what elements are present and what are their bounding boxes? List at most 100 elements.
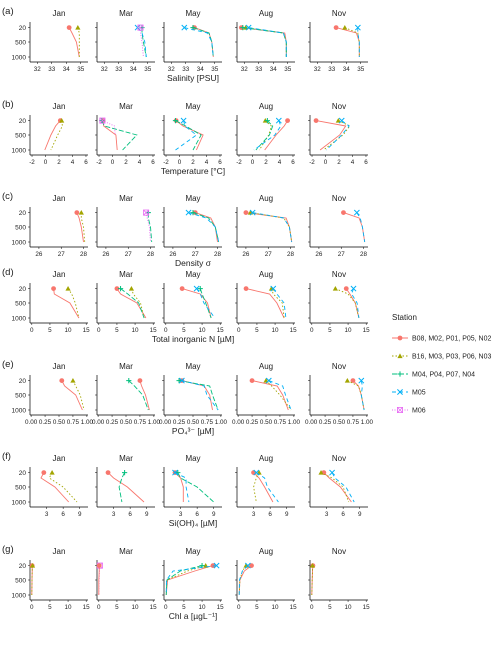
point-marker bbox=[128, 286, 135, 291]
x-tick-label: 5 bbox=[182, 604, 186, 611]
x-tick-label: 9 bbox=[358, 511, 362, 518]
x-tick-label: 35 bbox=[284, 66, 292, 73]
point-marker bbox=[335, 118, 341, 123]
facet-mar: Mar 32 33 34 35 bbox=[95, 9, 155, 73]
x-tick-label: 32 bbox=[101, 66, 109, 73]
point-marker bbox=[338, 117, 345, 124]
point-marker bbox=[96, 563, 102, 568]
series-line bbox=[272, 288, 287, 319]
x-axis-title: PO₄³⁻ [µM] bbox=[172, 426, 214, 436]
facet-aug: Aug 26 27 28 bbox=[235, 194, 295, 258]
series-line bbox=[253, 472, 260, 503]
x-tick-label: 10 bbox=[132, 327, 140, 334]
x-tick-label: 15 bbox=[217, 327, 225, 334]
point-marker bbox=[41, 470, 47, 475]
legend-entry: B08, M02, P01, P05, N02 bbox=[392, 336, 491, 343]
facet-nov: Nov 26 27 28 bbox=[308, 194, 368, 258]
point-marker bbox=[59, 118, 65, 123]
x-tick-label: 2 bbox=[191, 159, 195, 166]
point-marker bbox=[193, 285, 200, 292]
series-line bbox=[102, 120, 118, 151]
point-marker bbox=[353, 209, 360, 216]
month-label: Aug bbox=[259, 454, 273, 463]
x-tick-label: 34 bbox=[197, 66, 205, 73]
point-marker bbox=[397, 353, 403, 359]
facet-mar: Mar -2 0 2 4 6 bbox=[95, 102, 155, 166]
facet-jan: Jan 0.00 0.25 0.50 0.75 1.00 bbox=[25, 362, 94, 426]
x-tick-label: 4 bbox=[278, 159, 282, 166]
x-tick-label: 0.00 bbox=[305, 419, 318, 426]
series-line bbox=[174, 472, 190, 503]
series-line bbox=[258, 120, 272, 151]
facet-nov: Nov -2 0 2 4 6 bbox=[308, 102, 368, 166]
x-tick-label: 0 bbox=[111, 159, 115, 166]
x-tick-label: 0 bbox=[44, 159, 48, 166]
month-label: Nov bbox=[332, 547, 346, 556]
x-axis-title: Temperature [°C] bbox=[161, 166, 225, 176]
series-line bbox=[194, 27, 214, 58]
x-tick-label: 28 bbox=[147, 251, 155, 258]
month-label: Mar bbox=[119, 9, 133, 18]
x-tick-label: 34 bbox=[130, 66, 138, 73]
series-line bbox=[245, 212, 293, 243]
series-line bbox=[67, 288, 80, 319]
x-tick-label: 4 bbox=[351, 159, 355, 166]
point-marker bbox=[285, 118, 290, 123]
series-line bbox=[357, 27, 360, 57]
point-marker bbox=[137, 24, 144, 31]
facet-jan: Jan 32 33 34 35 bbox=[28, 9, 88, 73]
point-marker bbox=[99, 117, 106, 124]
x-tick-label: 3 bbox=[325, 511, 329, 518]
y-tick-label: 500 bbox=[15, 133, 26, 140]
x-tick-label: -2 bbox=[29, 159, 35, 166]
facet-nov: Nov 0.00 0.25 0.50 0.75 1.00 bbox=[305, 362, 374, 426]
facet-may: May 0 5 10 15 bbox=[162, 547, 224, 611]
month-label: Mar bbox=[119, 362, 133, 371]
x-tick-label: 1.00 bbox=[148, 419, 161, 426]
y-tick-label: 500 bbox=[15, 301, 26, 308]
month-label: May bbox=[185, 102, 200, 111]
series-line bbox=[335, 288, 360, 319]
x-tick-label: 6 bbox=[151, 159, 155, 166]
y-tick-label: 20 bbox=[19, 563, 27, 570]
x-tick-label: 15 bbox=[150, 327, 158, 334]
legend-entry: M04, P04, P07, N04 bbox=[392, 371, 475, 379]
x-tick-label: 5 bbox=[48, 327, 52, 334]
x-tick-label: 35 bbox=[357, 66, 365, 73]
series-line bbox=[316, 120, 347, 151]
facet-nov: Nov 0 5 10 15 bbox=[308, 270, 370, 334]
x-tick-label: 10 bbox=[345, 604, 353, 611]
series-line bbox=[192, 212, 220, 243]
x-tick-label: 1.00 bbox=[288, 419, 301, 426]
x-tick-label: 33 bbox=[328, 66, 336, 73]
point-marker bbox=[270, 285, 277, 292]
month-label: Aug bbox=[259, 9, 273, 18]
x-tick-label: 3 bbox=[112, 511, 116, 518]
facet-mar: Mar 3 6 9 bbox=[95, 454, 155, 518]
point-marker bbox=[65, 286, 71, 291]
series-line bbox=[356, 212, 366, 243]
x-tick-label: 26 bbox=[102, 251, 110, 258]
point-marker bbox=[244, 562, 251, 569]
x-tick-label: 0 bbox=[237, 604, 241, 611]
x-tick-label: 0 bbox=[164, 604, 168, 611]
point-marker bbox=[78, 210, 84, 215]
x-tick-label: -2 bbox=[163, 159, 169, 166]
point-marker bbox=[49, 470, 55, 475]
series-line bbox=[130, 288, 145, 319]
legend-label: M05 bbox=[412, 390, 426, 397]
point-marker bbox=[59, 378, 65, 383]
point-marker bbox=[397, 407, 403, 414]
legend-entry: M06 bbox=[392, 407, 426, 415]
x-tick-label: 15 bbox=[217, 604, 225, 611]
facet-nov: Nov 3 6 9 bbox=[308, 454, 368, 518]
y-tick-label: 1000 bbox=[12, 316, 27, 323]
x-tick-label: 10 bbox=[272, 604, 280, 611]
x-tick-label: 15 bbox=[363, 604, 371, 611]
series-line bbox=[101, 120, 138, 151]
facet-mar: Mar 0 5 10 15 bbox=[95, 270, 157, 334]
